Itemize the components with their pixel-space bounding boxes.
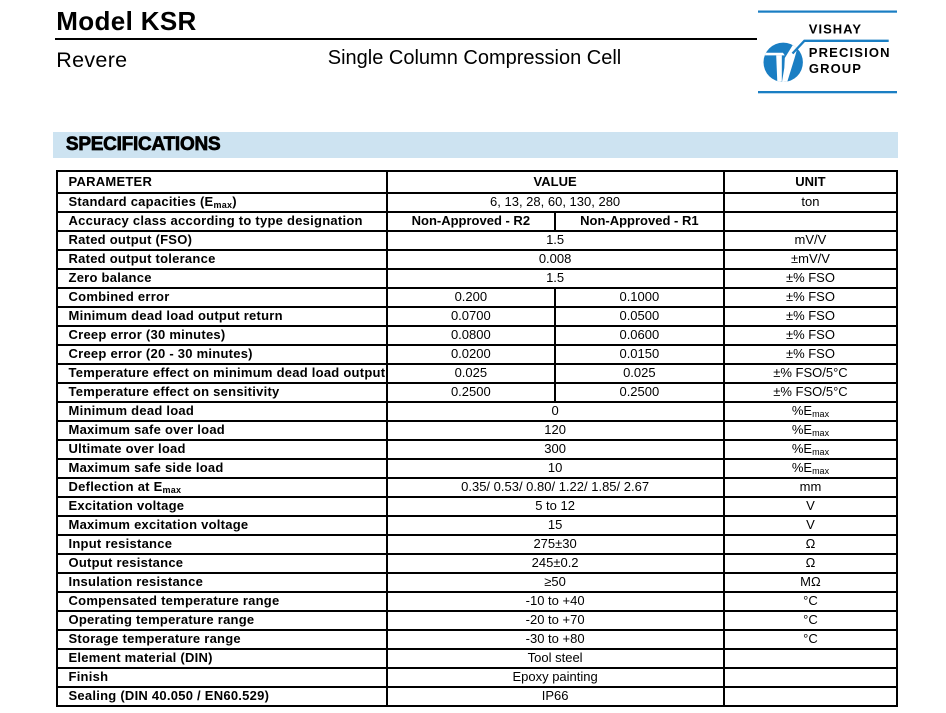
- svg-text:GROUP: GROUP: [809, 61, 862, 76]
- svg-text:PRECISION: PRECISION: [809, 45, 891, 60]
- svg-text:VISHAY: VISHAY: [809, 22, 862, 37]
